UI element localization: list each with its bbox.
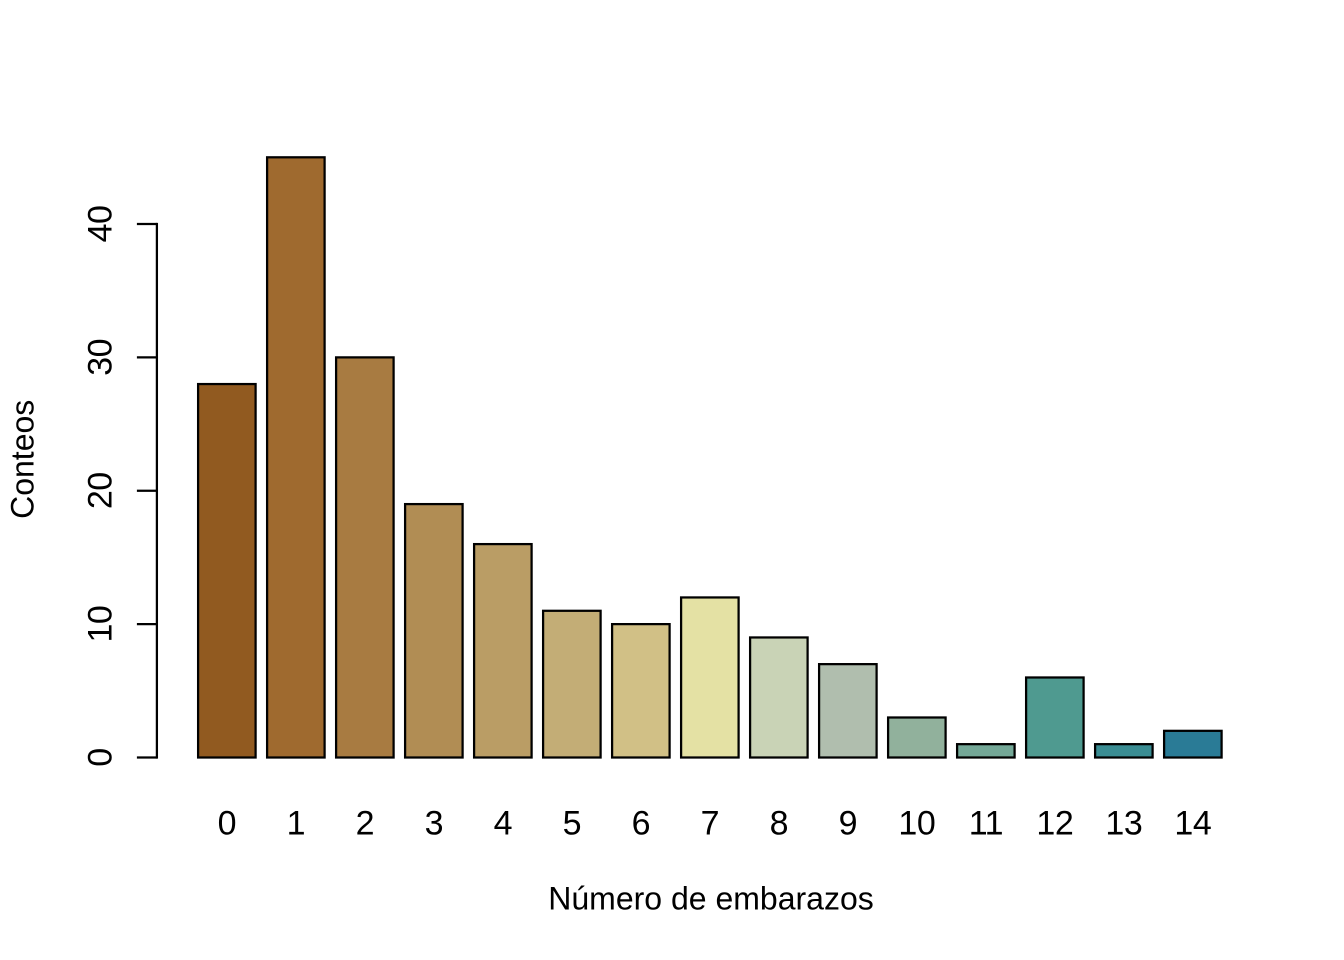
svg-text:0: 0: [82, 748, 120, 766]
svg-text:30: 30: [82, 339, 120, 376]
svg-text:4: 4: [494, 805, 512, 843]
svg-text:14: 14: [1174, 805, 1211, 843]
svg-text:10: 10: [898, 805, 935, 843]
svg-text:40: 40: [82, 206, 120, 243]
svg-text:2: 2: [356, 805, 374, 843]
svg-text:7: 7: [701, 805, 719, 843]
svg-text:12: 12: [1036, 805, 1073, 843]
svg-text:8: 8: [770, 805, 788, 843]
svg-text:0: 0: [218, 805, 236, 843]
svg-text:20: 20: [82, 472, 120, 509]
svg-text:1: 1: [287, 805, 305, 843]
svg-text:Conteos: Conteos: [5, 400, 41, 519]
svg-text:10: 10: [82, 606, 120, 643]
svg-text:13: 13: [1105, 805, 1142, 843]
svg-text:Número de embarazos: Número de embarazos: [548, 881, 873, 917]
svg-text:9: 9: [839, 805, 857, 843]
svg-text:6: 6: [632, 805, 650, 843]
svg-text:5: 5: [563, 805, 581, 843]
svg-text:3: 3: [425, 805, 443, 843]
svg-text:11: 11: [969, 805, 1003, 843]
